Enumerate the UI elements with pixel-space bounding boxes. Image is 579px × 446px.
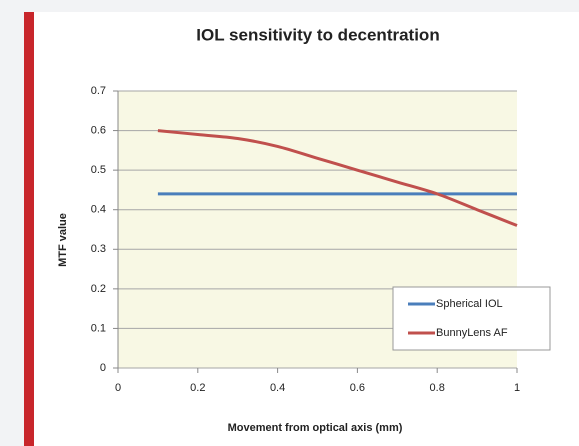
x-tick-label: 1 [514,382,520,394]
x-tick-label: 0.2 [190,382,205,394]
chart-title: IOL sensitivity to decentration [196,25,439,44]
legend-box [392,286,551,351]
y-tick-label: 0 [100,362,106,374]
legend-label: Spherical IOL [436,298,503,310]
y-tick-label: 0.2 [91,283,106,295]
y-axis-title: MTF value [57,213,69,267]
y-tick-label: 0.4 [91,204,106,216]
line-series [157,129,518,227]
y-tick-label: 0.6 [91,124,106,136]
legend-label: BunnyLens AF [436,327,508,339]
y-tick-label: 0.7 [91,85,106,97]
y-tick-label: 0.1 [91,322,106,334]
x-tick-label: 0.8 [430,382,445,394]
x-tick-label: 0.4 [270,382,285,394]
x-axis-title: Movement from optical axis (mm) [228,422,403,434]
x-tick-label: 0 [115,382,121,394]
accent-bar [24,12,34,446]
y-tick-label: 0.3 [91,243,106,255]
y-tick-label: 0.5 [91,164,106,176]
x-tick-label: 0.6 [350,382,365,394]
